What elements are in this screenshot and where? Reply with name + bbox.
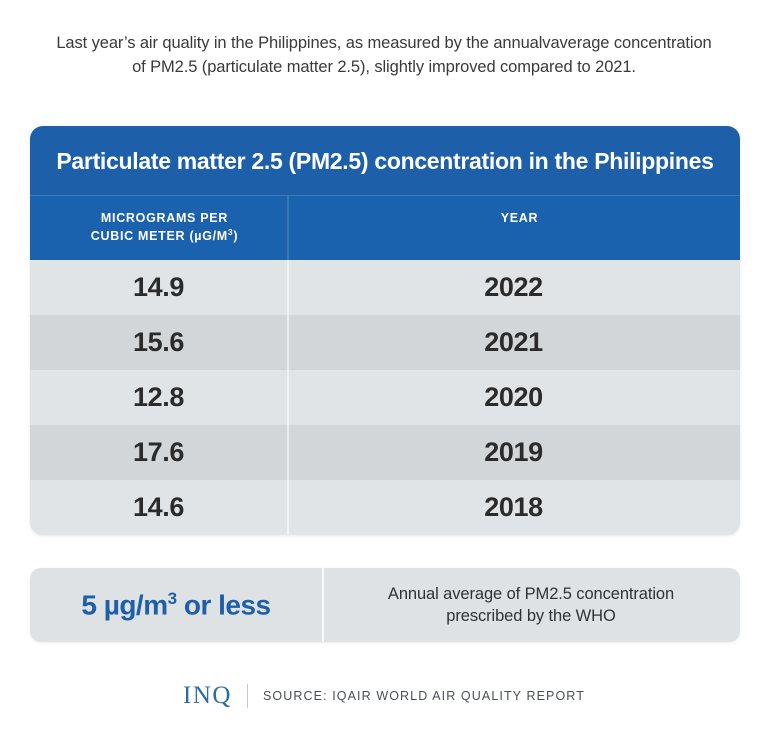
- who-value-superscript: 3: [167, 588, 177, 608]
- cell-value: 14.9: [133, 272, 184, 303]
- column-header-superscript: 3: [227, 226, 234, 237]
- cell-value: 15.6: [133, 327, 184, 358]
- cell-year: 2018: [484, 492, 543, 523]
- column-header-year: YEAR: [500, 211, 539, 225]
- column-header-micrograms-line2: CUBIC METER (µG/M: [90, 228, 228, 243]
- column-header-micrograms-close: ): [233, 228, 239, 243]
- cell-value: 12.8: [133, 382, 184, 413]
- who-guideline-description: Annual average of PM2.5 concentration pr…: [322, 583, 740, 628]
- table-column-header-row: MICROGRAMS PER CUBIC METER (µG/M3) YEAR: [30, 195, 740, 261]
- who-value-tail: or less: [176, 589, 271, 621]
- cell-year: 2022: [484, 272, 543, 303]
- cell-year: 2021: [484, 327, 543, 358]
- pm25-table-card: Particulate matter 2.5 (PM2.5) concentra…: [30, 126, 740, 536]
- column-header-micrograms-line1: MICROGRAMS PER: [100, 211, 229, 225]
- table-row: 14.6 2018: [30, 480, 740, 536]
- column-header-micrograms: MICROGRAMS PER CUBIC METER (µG/M3): [30, 196, 299, 260]
- table-row: 17.6 2019: [30, 425, 740, 481]
- who-desc-line2: prescribed by the WHO: [446, 607, 616, 625]
- table-row: 14.9 2022: [30, 260, 740, 316]
- cell-year: 2020: [484, 382, 543, 413]
- cell-value: 17.6: [133, 437, 184, 468]
- footer-divider: [246, 683, 248, 708]
- inquirer-logo: INQ: [183, 682, 232, 709]
- table-title: Particulate matter 2.5 (PM2.5) concentra…: [30, 126, 740, 195]
- source-credit: SOURCE: IQAIR WORLD AIR QUALITY REPORT: [262, 688, 585, 703]
- cell-value: 14.6: [133, 492, 184, 523]
- table-row: 15.6 2021: [30, 315, 740, 371]
- table-row: 12.8 2020: [30, 370, 740, 426]
- who-guideline-panel: 5 µg/m3 or less Annual average of PM2.5 …: [30, 568, 740, 642]
- who-guideline-value: 5 µg/m3 or less: [30, 589, 322, 621]
- who-desc-line1: Annual average of PM2.5 concentration: [387, 584, 675, 603]
- who-value-main: 5 µg/m: [81, 589, 168, 621]
- cell-year: 2019: [484, 437, 543, 468]
- intro-paragraph: Last year’s air quality in the Philippin…: [56, 34, 712, 76]
- footer: INQ SOURCE: IQAIR WORLD AIR QUALITY REPO…: [0, 683, 768, 708]
